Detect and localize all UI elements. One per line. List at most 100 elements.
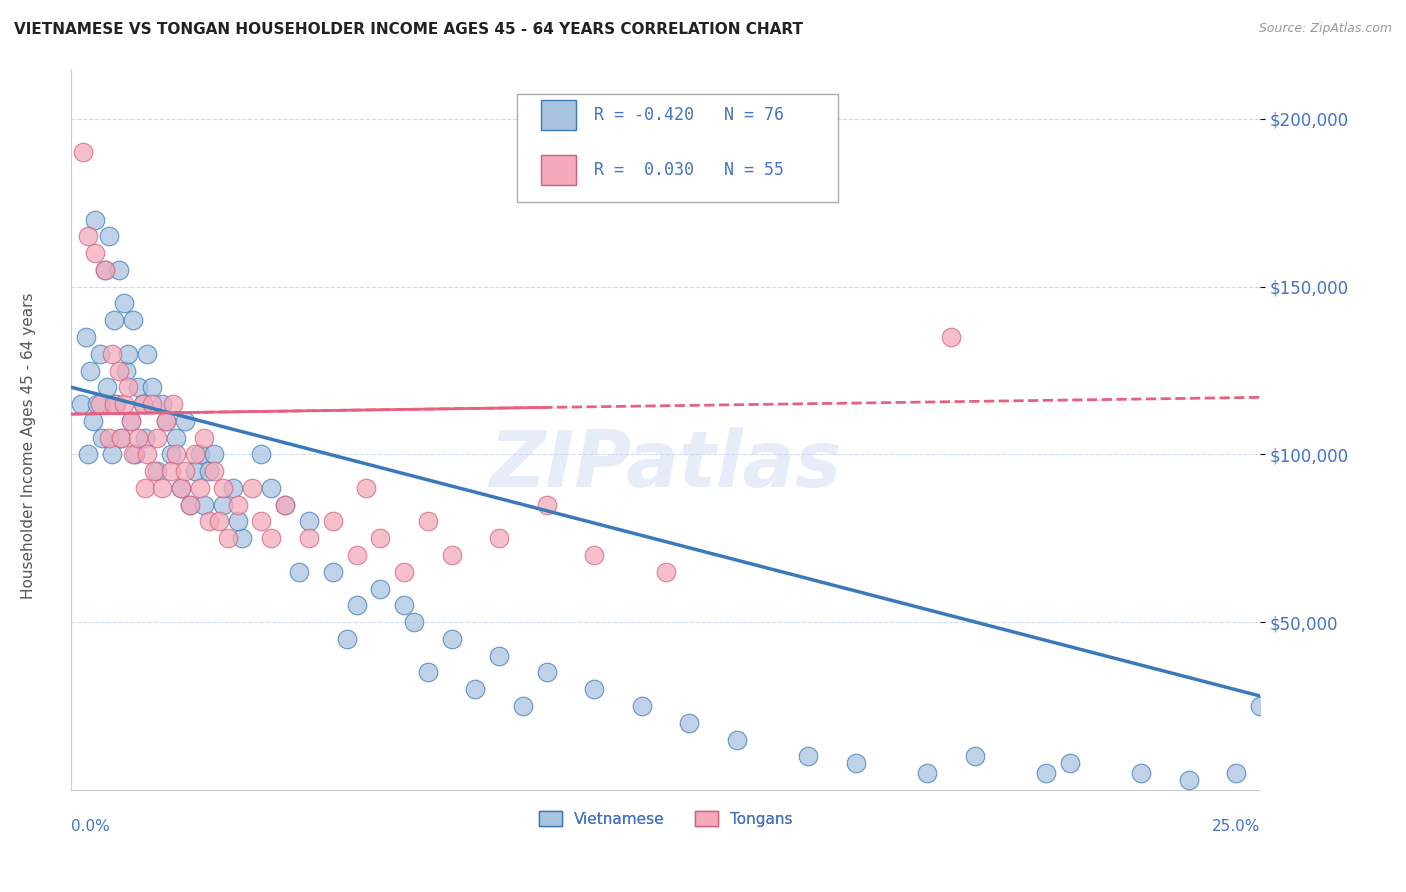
Point — [150, 397, 173, 411]
Point — [939, 330, 962, 344]
Point — [162, 397, 184, 411]
Point — [117, 347, 139, 361]
Point — [174, 464, 197, 478]
Point — [75, 330, 97, 344]
Point — [440, 548, 463, 562]
FancyBboxPatch shape — [517, 94, 838, 202]
Point — [188, 447, 211, 461]
Point — [1249, 699, 1271, 714]
Point — [797, 749, 820, 764]
Point — [112, 397, 135, 411]
Text: 25.0%: 25.0% — [1212, 819, 1260, 834]
Point — [131, 397, 153, 411]
Point — [488, 531, 510, 545]
Point — [226, 498, 249, 512]
Point — [165, 431, 187, 445]
Point — [260, 481, 283, 495]
Point — [107, 363, 129, 377]
Point — [583, 548, 606, 562]
Point — [124, 447, 146, 461]
Text: ZIPatlas: ZIPatlas — [489, 427, 842, 503]
Point — [188, 481, 211, 495]
Point — [100, 347, 122, 361]
Point — [346, 548, 368, 562]
Point — [678, 715, 700, 730]
Point — [288, 565, 311, 579]
Point — [1130, 766, 1153, 780]
Point — [392, 599, 415, 613]
Point — [69, 397, 91, 411]
Text: R =  0.030   N = 55: R = 0.030 N = 55 — [595, 161, 785, 179]
Point — [274, 498, 297, 512]
Point — [845, 756, 868, 770]
Point — [298, 531, 321, 545]
Point — [93, 263, 115, 277]
Point — [127, 431, 149, 445]
Text: VIETNAMESE VS TONGAN HOUSEHOLDER INCOME AGES 45 - 64 YEARS CORRELATION CHART: VIETNAMESE VS TONGAN HOUSEHOLDER INCOME … — [14, 22, 803, 37]
Point — [160, 447, 183, 461]
Point — [322, 565, 344, 579]
Point — [416, 515, 439, 529]
Point — [202, 447, 225, 461]
Point — [392, 565, 415, 579]
Point — [184, 447, 207, 461]
Bar — [541, 100, 576, 130]
Legend: Vietnamese, Tongans: Vietnamese, Tongans — [533, 805, 799, 833]
Point — [127, 380, 149, 394]
Point — [98, 431, 121, 445]
Point — [141, 380, 163, 394]
Point — [86, 397, 108, 411]
Point — [143, 464, 166, 478]
Text: R = -0.420   N = 76: R = -0.420 N = 76 — [595, 105, 785, 124]
Point — [179, 498, 201, 512]
Point — [110, 431, 132, 445]
Point — [134, 431, 156, 445]
Point — [1177, 772, 1199, 787]
Point — [160, 464, 183, 478]
Point — [93, 263, 115, 277]
Point — [112, 296, 135, 310]
Point — [141, 397, 163, 411]
Point — [82, 414, 104, 428]
Point — [336, 632, 359, 646]
Point — [79, 363, 101, 377]
Point — [217, 531, 239, 545]
Point — [298, 515, 321, 529]
Point — [226, 515, 249, 529]
Point — [963, 749, 986, 764]
Text: Source: ZipAtlas.com: Source: ZipAtlas.com — [1258, 22, 1392, 36]
Point — [122, 447, 145, 461]
Point — [193, 431, 215, 445]
Point — [354, 481, 377, 495]
Point — [202, 464, 225, 478]
Point — [250, 447, 273, 461]
Point — [184, 464, 207, 478]
Point — [630, 699, 652, 714]
Point — [915, 766, 938, 780]
Point — [84, 246, 107, 260]
Point — [110, 431, 132, 445]
Point — [96, 380, 118, 394]
Point — [150, 481, 173, 495]
Point — [115, 363, 138, 377]
Point — [136, 347, 159, 361]
Point — [77, 229, 100, 244]
Point — [198, 515, 221, 529]
Point — [212, 481, 235, 495]
Point — [368, 531, 391, 545]
Bar — [541, 155, 576, 186]
Point — [146, 431, 169, 445]
Point — [346, 599, 368, 613]
Point — [169, 481, 191, 495]
Point — [155, 414, 177, 428]
Point — [1059, 756, 1081, 770]
Point — [212, 498, 235, 512]
Point — [464, 682, 486, 697]
Point — [120, 414, 142, 428]
Point — [174, 414, 197, 428]
Point — [89, 347, 111, 361]
Point — [725, 732, 748, 747]
Point — [134, 481, 156, 495]
Point — [103, 397, 125, 411]
Text: 0.0%: 0.0% — [72, 819, 110, 834]
